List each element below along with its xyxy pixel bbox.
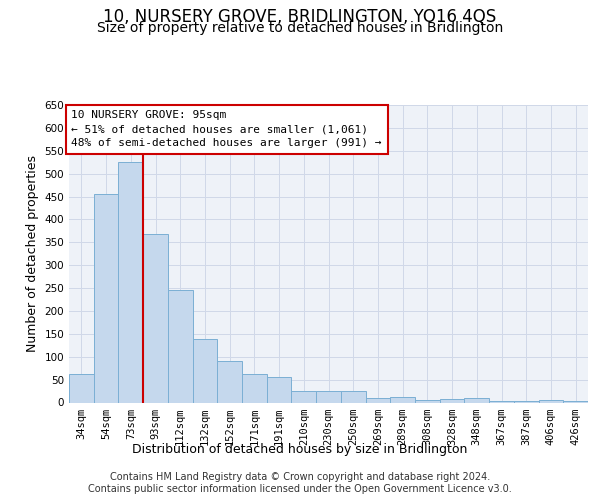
Bar [489,401,514,402]
Bar [464,398,489,402]
Bar [292,391,316,402]
Bar [217,362,242,403]
Bar [341,391,365,402]
Bar [69,374,94,402]
Bar [143,234,168,402]
Text: Size of property relative to detached houses in Bridlington: Size of property relative to detached ho… [97,21,503,35]
Bar [415,400,440,402]
Bar [563,401,588,402]
Y-axis label: Number of detached properties: Number of detached properties [26,155,39,352]
Text: 10 NURSERY GROVE: 95sqm
← 51% of detached houses are smaller (1,061)
48% of semi: 10 NURSERY GROVE: 95sqm ← 51% of detache… [71,110,382,148]
Bar [267,378,292,402]
Bar [514,401,539,402]
Bar [193,340,217,402]
Bar [242,374,267,402]
Text: Contains HM Land Registry data © Crown copyright and database right 2024.
Contai: Contains HM Land Registry data © Crown c… [88,472,512,494]
Bar [94,194,118,402]
Bar [118,162,143,402]
Bar [168,290,193,403]
Text: Distribution of detached houses by size in Bridlington: Distribution of detached houses by size … [133,442,467,456]
Bar [539,400,563,402]
Bar [390,397,415,402]
Text: 10, NURSERY GROVE, BRIDLINGTON, YO16 4QS: 10, NURSERY GROVE, BRIDLINGTON, YO16 4QS [103,8,497,26]
Bar [365,398,390,402]
Bar [316,391,341,402]
Bar [440,399,464,402]
